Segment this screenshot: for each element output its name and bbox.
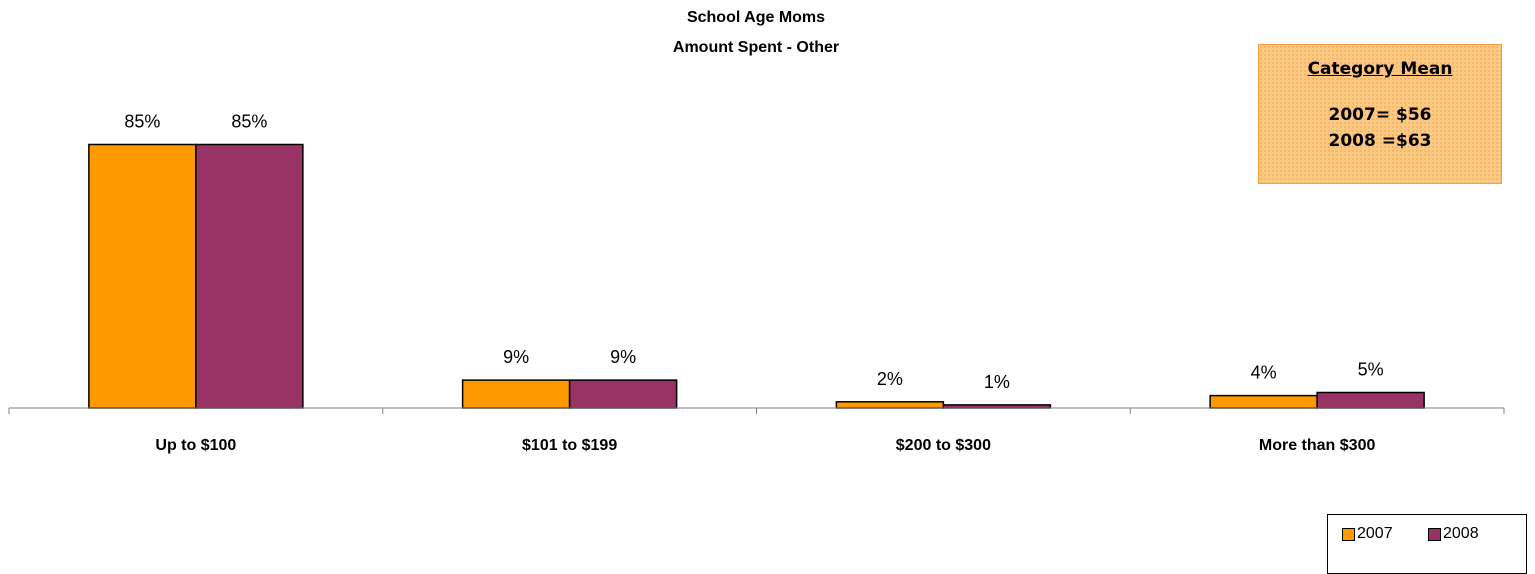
- bar-2007-more-than-300: [1209, 394, 1318, 409]
- data-label-2008-200-to-300: 1%: [984, 372, 1010, 392]
- legend: 2007 2008: [1327, 514, 1527, 574]
- bar-2007-200-to-300: [835, 401, 945, 409]
- bar-2008-up-to-100: [195, 143, 304, 409]
- legend-item-2007: 2007: [1342, 525, 1393, 543]
- bar-2008-101-to-199: [568, 379, 678, 409]
- legend-label-2008: 2008: [1443, 525, 1479, 542]
- data-label-2007-more-than-300: 4%: [1251, 363, 1277, 383]
- legend-swatch-2008: [1428, 527, 1441, 541]
- bars-group: [88, 143, 1425, 409]
- data-label-2007-101-to-199: 9%: [503, 347, 529, 367]
- category-mean-2008: 2008 =$63: [1328, 131, 1432, 151]
- bar-2007-up-to-100: [88, 143, 197, 409]
- bar-2008-more-than-300: [1316, 391, 1425, 409]
- data-label-2008-101-to-199: 9%: [610, 347, 636, 367]
- chart-subtitle: Amount Spent - Other: [673, 39, 839, 56]
- x-tick-label: Up to $100: [155, 437, 236, 454]
- category-mean-2007: 2007= $56: [1328, 105, 1432, 125]
- x-tick-label: More than $300: [1259, 437, 1376, 454]
- bar-chart: School Age Moms Amount Spent - Other 85%…: [8, 9, 1505, 454]
- data-label-2007-200-to-300: 2%: [877, 369, 903, 389]
- x-axis: Up to $100 $101 to $199 $200 to $300 More t…: [8, 407, 1505, 454]
- data-labels-group: 85% 85% 9% 9% 2% 1% 4% 5%: [124, 112, 1383, 392]
- category-mean-box: Category Mean 2007= $56 2008 =$63: [1258, 44, 1502, 184]
- legend-label-2007: 2007: [1357, 525, 1393, 542]
- data-label-2008-up-to-100: 85%: [231, 112, 267, 132]
- x-tick-label: $101 to $199: [522, 437, 617, 454]
- x-tick-label: $200 to $300: [896, 437, 991, 454]
- data-label-2007-up-to-100: 85%: [124, 112, 160, 132]
- chart-title: School Age Moms: [687, 9, 825, 26]
- data-label-2008-more-than-300: 5%: [1358, 360, 1384, 380]
- category-mean-title: Category Mean: [1307, 59, 1453, 79]
- legend-swatch-2007: [1342, 527, 1355, 541]
- legend-item-2008: 2008: [1428, 525, 1479, 543]
- bar-2007-101-to-199: [461, 379, 571, 409]
